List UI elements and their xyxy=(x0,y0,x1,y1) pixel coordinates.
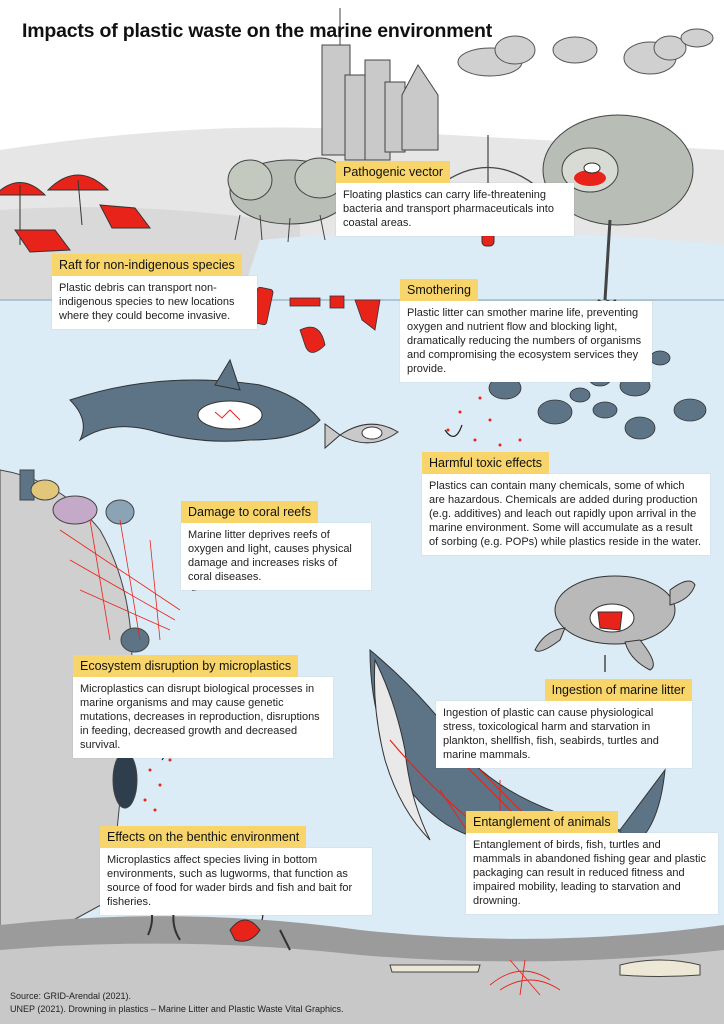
callout-benthic: Effects on the benthic environment Micro… xyxy=(100,826,372,915)
callout-text: Marine litter deprives reefs of oxygen a… xyxy=(181,523,371,590)
callout-text: Microplastics can disrupt biological pro… xyxy=(73,677,333,758)
source-credits: Source: GRID-Arendal (2021). UNEP (2021)… xyxy=(10,990,343,1016)
callout-microplastics: Ecosystem disruption by microplastics Mi… xyxy=(73,655,333,758)
sea-floor-sand xyxy=(0,943,724,1024)
beach-umbrellas xyxy=(0,174,110,245)
callout-heading: Entanglement of animals xyxy=(466,811,618,833)
mangrove-cluster xyxy=(227,157,351,243)
callout-heading: Raft for non-indigenous species xyxy=(52,254,242,276)
ghost-net-floor xyxy=(489,959,561,996)
callout-text: Plastic debris can transport non-indigen… xyxy=(52,276,257,329)
page-title: Impacts of plastic waste on the marine e… xyxy=(22,20,493,42)
ghost-net xyxy=(59,519,181,641)
clouds xyxy=(457,28,714,77)
callout-heading: Damage to coral reefs xyxy=(181,501,318,523)
callout-heading: Smothering xyxy=(400,279,478,301)
callout-text: Entanglement of birds, fish, turtles and… xyxy=(466,833,718,914)
city-skyline xyxy=(321,8,439,161)
sea-turtle xyxy=(534,575,696,671)
bird-nest xyxy=(574,162,606,186)
callout-raft: Raft for non-indigenous species Plastic … xyxy=(52,254,257,329)
floating-debris xyxy=(250,286,381,353)
callout-heading: Effects on the benthic environment xyxy=(100,826,307,848)
source-line: Source: GRID-Arendal (2021). xyxy=(10,991,132,1001)
callout-ingestion: Ingestion of marine litter Ingestion of … xyxy=(436,679,692,768)
callout-text: Plastics can contain many chemicals, som… xyxy=(422,474,710,555)
callout-text: Floating plastics can carry life-threate… xyxy=(336,183,574,236)
beach-chairs xyxy=(14,204,151,253)
callout-toxic-effects: Harmful toxic effects Plastics can conta… xyxy=(422,452,710,555)
callout-heading: Ecosystem disruption by microplastics xyxy=(73,655,299,677)
tuna-fish xyxy=(324,423,399,450)
callout-text: Plastic litter can smother marine life, … xyxy=(400,301,652,382)
lagoon xyxy=(240,231,724,300)
callout-smothering: Smothering Plastic litter can smother ma… xyxy=(400,279,652,382)
skeleton xyxy=(389,959,701,977)
callout-heading: Harmful toxic effects xyxy=(422,452,550,474)
callout-heading: Pathogenic vector xyxy=(336,161,451,183)
callout-entanglement: Entanglement of animals Entanglement of … xyxy=(466,811,718,914)
callout-text: Ingestion of plastic can cause physiolog… xyxy=(436,701,692,768)
callout-coral-reefs: Damage to coral reefs Marine litter depr… xyxy=(181,501,371,590)
callout-heading: Ingestion of marine litter xyxy=(544,679,692,701)
coral-reef xyxy=(19,469,150,809)
source-line: UNEP (2021). Drowning in plastics – Mari… xyxy=(10,1004,344,1014)
callout-text: Microplastics affect species living in b… xyxy=(100,848,372,915)
shark xyxy=(69,358,321,442)
callout-pathogenic-vector: Pathogenic vector Floating plastics can … xyxy=(336,161,574,236)
